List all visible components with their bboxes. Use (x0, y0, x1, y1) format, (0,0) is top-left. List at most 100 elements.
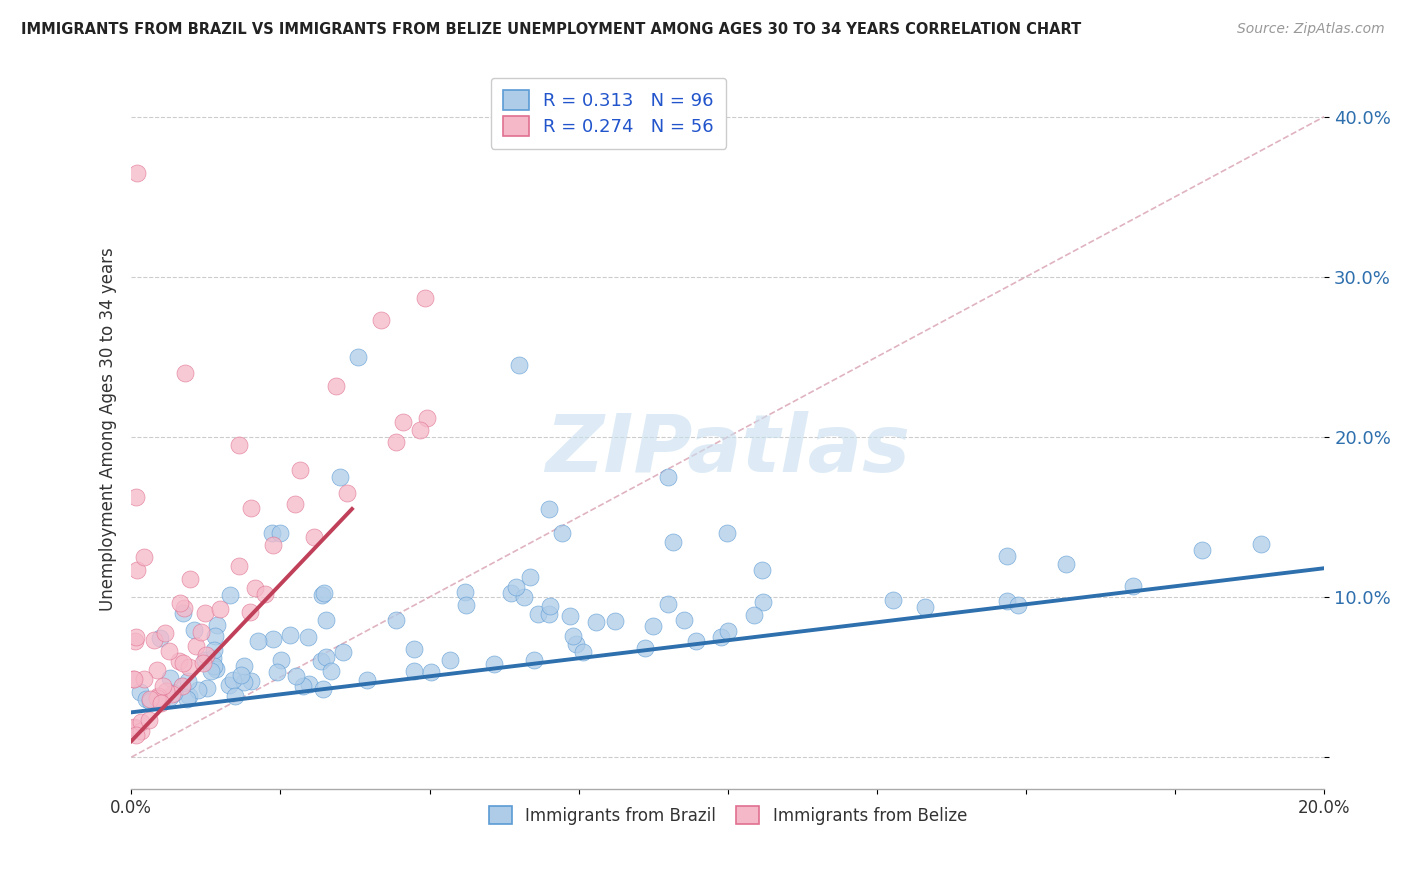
Point (176, 691, 198, 706)
Y-axis label: Unemployment Among Ages 30 to 34 years: Unemployment Among Ages 30 to 34 years (100, 247, 117, 611)
Point (454, 584, 477, 599)
Point (882, 593, 904, 607)
Point (409, 424, 432, 438)
Point (603, 614, 626, 628)
Point (228, 438, 250, 452)
Point (209, 601, 232, 615)
Point (150, 691, 173, 706)
Point (302, 530, 325, 544)
Legend: Immigrants from Brazil, Immigrants from Belize: Immigrants from Brazil, Immigrants from … (478, 797, 977, 835)
Point (139, 692, 162, 706)
Point (266, 665, 288, 680)
Point (177, 659, 200, 673)
Point (1054, 558, 1077, 572)
Point (135, 691, 157, 706)
Point (527, 607, 550, 621)
Point (129, 715, 152, 730)
Point (138, 694, 160, 708)
Point (513, 591, 536, 605)
Point (129, 685, 152, 699)
Point (298, 677, 321, 691)
Point (278, 628, 301, 642)
Point (482, 657, 505, 671)
Point (262, 526, 284, 541)
Point (194, 607, 217, 621)
Point (673, 613, 696, 627)
Point (413, 292, 436, 306)
Point (385, 435, 408, 450)
Point (218, 678, 240, 692)
Point (325, 379, 347, 393)
Point (179, 572, 201, 586)
Point (170, 679, 193, 693)
Point (207, 617, 229, 632)
Point (439, 653, 461, 667)
Point (284, 497, 307, 511)
Point (239, 500, 262, 515)
Point (202, 642, 225, 657)
Point (243, 581, 266, 595)
Point (332, 645, 354, 659)
Point (290, 462, 312, 476)
Point (204, 629, 226, 643)
Point (170, 679, 193, 693)
Point (716, 526, 738, 541)
Point (239, 606, 262, 620)
Point (138, 713, 160, 727)
Point (163, 686, 186, 700)
Point (172, 656, 194, 670)
Point (336, 486, 359, 500)
Point (186, 639, 208, 653)
Point (169, 654, 191, 668)
Point (997, 593, 1019, 607)
Point (404, 664, 426, 678)
Point (121, 672, 143, 686)
Point (585, 615, 607, 629)
Point (125, 631, 148, 645)
Point (270, 652, 292, 666)
Point (329, 470, 352, 484)
Point (519, 569, 541, 583)
Point (143, 632, 166, 647)
Point (172, 606, 194, 620)
Point (415, 410, 437, 425)
Point (561, 629, 583, 643)
Point (179, 689, 201, 703)
Point (269, 526, 291, 541)
Point (146, 663, 169, 677)
Point (228, 559, 250, 574)
Point (202, 651, 225, 665)
Point (752, 595, 775, 609)
Point (292, 679, 315, 693)
Point (193, 656, 215, 670)
Point (122, 720, 145, 734)
Point (187, 683, 209, 698)
Point (224, 690, 246, 704)
Point (558, 608, 581, 623)
Point (685, 633, 707, 648)
Point (159, 690, 181, 704)
Point (537, 607, 560, 622)
Point (709, 630, 731, 644)
Point (537, 502, 560, 516)
Point (145, 691, 167, 706)
Point (370, 312, 392, 326)
Text: Source: ZipAtlas.com: Source: ZipAtlas.com (1237, 22, 1385, 37)
Point (914, 600, 936, 615)
Point (190, 625, 212, 640)
Point (751, 563, 773, 577)
Point (1191, 542, 1213, 557)
Point (717, 624, 740, 639)
Point (195, 648, 218, 663)
Point (149, 631, 172, 645)
Point (662, 534, 685, 549)
Point (127, 563, 149, 577)
Point (571, 645, 593, 659)
Point (657, 597, 679, 611)
Point (311, 588, 333, 602)
Point (744, 607, 766, 622)
Point (233, 675, 256, 690)
Point (634, 641, 657, 656)
Point (183, 623, 205, 637)
Point (152, 679, 174, 693)
